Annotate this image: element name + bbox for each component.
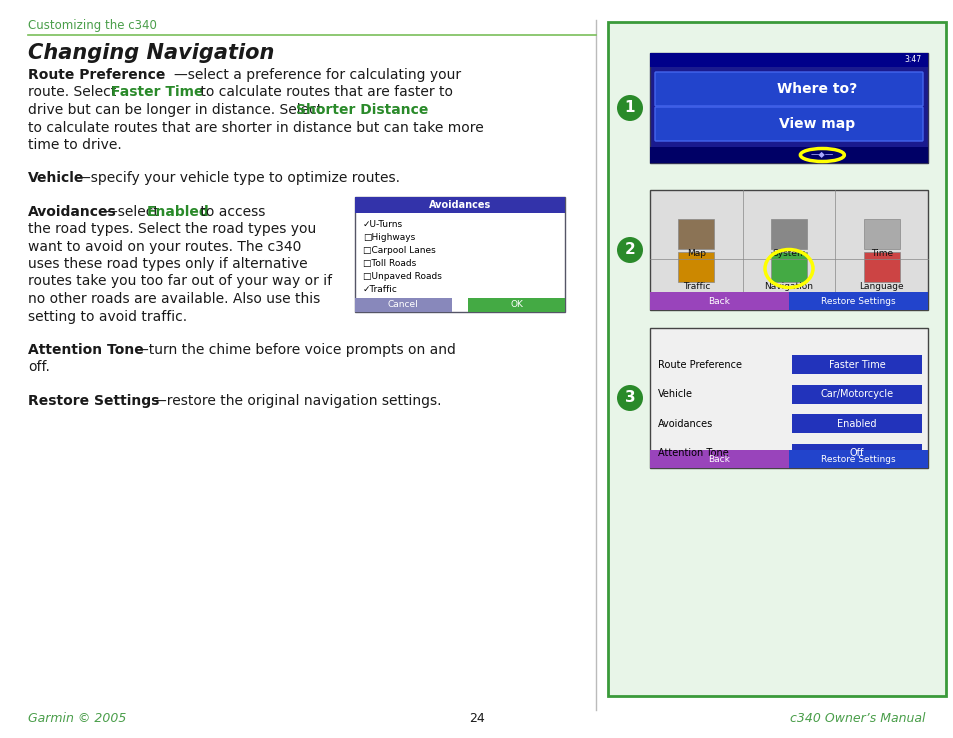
Text: System: System xyxy=(771,249,805,258)
FancyBboxPatch shape xyxy=(655,72,923,106)
Text: to calculate routes that are faster to: to calculate routes that are faster to xyxy=(195,86,453,100)
Text: Car/Motorcycle: Car/Motorcycle xyxy=(820,389,893,399)
Bar xyxy=(791,414,922,433)
Bar xyxy=(468,297,564,311)
Bar xyxy=(649,328,927,468)
Text: Route Preference: Route Preference xyxy=(28,68,165,82)
Text: 3: 3 xyxy=(624,390,635,405)
Bar xyxy=(649,292,788,310)
Text: Shorter Distance: Shorter Distance xyxy=(295,103,428,117)
Text: Restore Settings: Restore Settings xyxy=(28,393,159,407)
Circle shape xyxy=(617,385,642,411)
Text: Avoidances: Avoidances xyxy=(658,418,713,429)
Text: Garmin © 2005: Garmin © 2005 xyxy=(28,711,126,725)
Bar xyxy=(788,450,927,468)
Text: View map: View map xyxy=(778,117,854,131)
Text: □Carpool Lanes: □Carpool Lanes xyxy=(363,246,436,255)
Text: 24: 24 xyxy=(469,711,484,725)
Text: —turn the chime before voice prompts on and: —turn the chime before voice prompts on … xyxy=(135,342,456,356)
Text: to calculate routes that are shorter in distance but can take more: to calculate routes that are shorter in … xyxy=(28,120,483,134)
Text: the road types. Select the road types you: the road types. Select the road types yo… xyxy=(28,222,315,236)
Bar xyxy=(678,252,714,281)
Text: uses these road types only if alternative: uses these road types only if alternativ… xyxy=(28,257,307,271)
Bar xyxy=(355,196,564,311)
Text: 3:47: 3:47 xyxy=(904,55,921,64)
Bar xyxy=(649,190,927,310)
Circle shape xyxy=(617,95,642,121)
FancyBboxPatch shape xyxy=(655,107,923,141)
Text: —select a preference for calculating your: —select a preference for calculating you… xyxy=(173,68,460,82)
Text: Enabled: Enabled xyxy=(837,418,876,429)
Text: □Toll Roads: □Toll Roads xyxy=(363,259,416,268)
Text: Time: Time xyxy=(870,249,892,258)
Text: —restore the original navigation settings.: —restore the original navigation setting… xyxy=(152,393,441,407)
Bar xyxy=(770,218,806,249)
Text: Customizing the c340: Customizing the c340 xyxy=(28,19,156,32)
Text: routes take you too far out of your way or if: routes take you too far out of your way … xyxy=(28,275,332,289)
Text: Route Preference: Route Preference xyxy=(658,359,741,370)
Text: ✓U-Turns: ✓U-Turns xyxy=(363,220,403,229)
Text: Restore Settings: Restore Settings xyxy=(821,455,895,463)
Text: Back: Back xyxy=(708,455,730,463)
Text: c340 Owner’s Manual: c340 Owner’s Manual xyxy=(790,711,925,725)
Text: □Unpaved Roads: □Unpaved Roads xyxy=(363,272,441,281)
Text: route. Select: route. Select xyxy=(28,86,120,100)
Bar xyxy=(355,196,564,213)
Text: Traffic: Traffic xyxy=(682,282,709,291)
Bar xyxy=(649,450,788,468)
Text: Vehicle: Vehicle xyxy=(28,171,84,185)
Bar xyxy=(791,355,922,374)
Text: want to avoid on your routes. The c340: want to avoid on your routes. The c340 xyxy=(28,240,301,253)
Text: drive but can be longer in distance. Select: drive but can be longer in distance. Sel… xyxy=(28,103,326,117)
Text: Cancel: Cancel xyxy=(388,300,418,309)
Text: to access: to access xyxy=(195,204,265,218)
Text: ✓Traffic: ✓Traffic xyxy=(363,285,397,294)
Text: no other roads are available. Also use this: no other roads are available. Also use t… xyxy=(28,292,320,306)
Text: off.: off. xyxy=(28,360,50,374)
Bar xyxy=(862,252,899,281)
Bar xyxy=(862,218,899,249)
Text: —specify your vehicle type to optimize routes.: —specify your vehicle type to optimize r… xyxy=(77,171,399,185)
Text: Map: Map xyxy=(686,249,705,258)
Bar xyxy=(791,444,922,463)
Text: Changing Navigation: Changing Navigation xyxy=(28,43,274,63)
Bar xyxy=(607,22,945,696)
Text: Enabled: Enabled xyxy=(147,204,210,218)
Text: Vehicle: Vehicle xyxy=(658,389,692,399)
Text: Restore Settings: Restore Settings xyxy=(821,297,895,306)
Text: —◆—: —◆— xyxy=(810,151,833,159)
Bar xyxy=(649,147,927,163)
Text: OK: OK xyxy=(510,300,522,309)
Text: Navigation: Navigation xyxy=(763,282,813,291)
Text: Avoidances: Avoidances xyxy=(429,199,491,210)
Text: Off: Off xyxy=(849,448,863,458)
Text: Attention Tone: Attention Tone xyxy=(28,342,144,356)
Text: 2: 2 xyxy=(624,243,635,258)
Text: setting to avoid traffic.: setting to avoid traffic. xyxy=(28,309,187,323)
Bar xyxy=(355,297,451,311)
Bar xyxy=(678,218,714,249)
Text: □Highways: □Highways xyxy=(363,233,415,242)
Text: Faster Time: Faster Time xyxy=(111,86,203,100)
Bar xyxy=(791,384,922,404)
Text: Where to?: Where to? xyxy=(776,82,856,96)
Text: Avoidances: Avoidances xyxy=(28,204,116,218)
Text: time to drive.: time to drive. xyxy=(28,138,122,152)
Bar xyxy=(788,292,927,310)
Bar xyxy=(649,53,927,163)
Text: 1: 1 xyxy=(624,100,635,116)
Bar xyxy=(649,53,927,67)
Text: Language: Language xyxy=(859,282,903,291)
Text: —select: —select xyxy=(104,204,163,218)
Text: Back: Back xyxy=(708,297,730,306)
Bar xyxy=(770,252,806,281)
Text: Faster Time: Faster Time xyxy=(828,359,884,370)
Circle shape xyxy=(617,237,642,263)
Text: Attention Tone: Attention Tone xyxy=(658,448,728,458)
